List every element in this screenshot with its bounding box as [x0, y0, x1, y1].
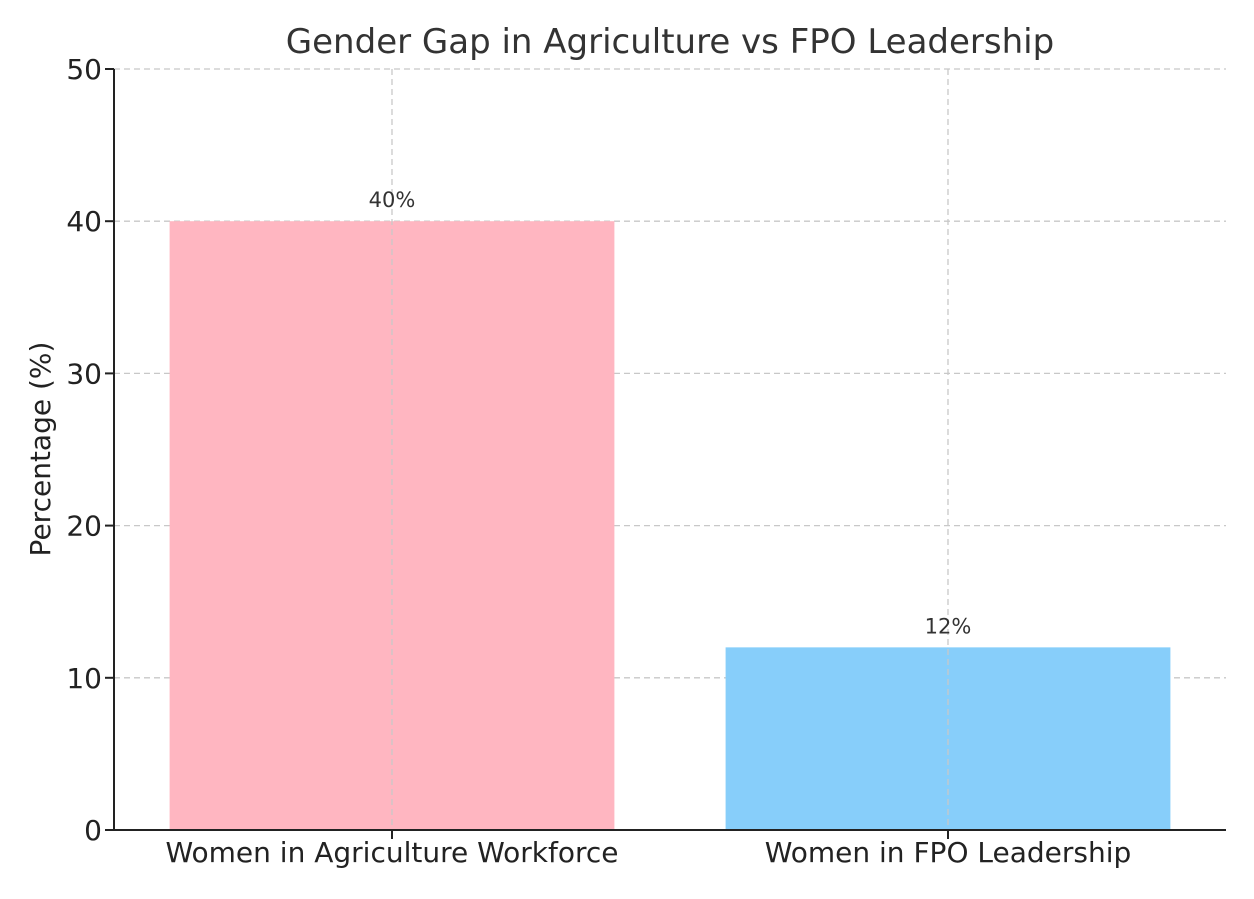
x-tick-label: Women in Agriculture Workforce: [165, 836, 618, 869]
axes: [105, 68, 1226, 839]
x-tick-label: Women in FPO Leadership: [765, 836, 1132, 869]
y-tick-labels: 0 10 20 30 40 50: [66, 53, 102, 847]
y-tick-label: 0: [84, 814, 102, 847]
y-tick-label: 30: [66, 357, 102, 390]
x-tick-labels: Women in Agriculture Workforce Women in F…: [165, 836, 1131, 869]
y-axis-label: Percentage (%): [24, 342, 57, 557]
y-tick-label: 10: [66, 662, 102, 695]
y-tick-label: 50: [66, 53, 102, 86]
vertical-grid-lines: [391, 69, 949, 830]
data-label: 12%: [925, 614, 972, 638]
data-labels: 40% 12%: [369, 188, 972, 638]
chart-title: Gender Gap in Agriculture vs FPO Leaders…: [286, 22, 1054, 62]
y-tick-label: 20: [66, 510, 102, 543]
y-tick-label: 40: [66, 205, 102, 238]
data-label: 40%: [369, 188, 416, 212]
